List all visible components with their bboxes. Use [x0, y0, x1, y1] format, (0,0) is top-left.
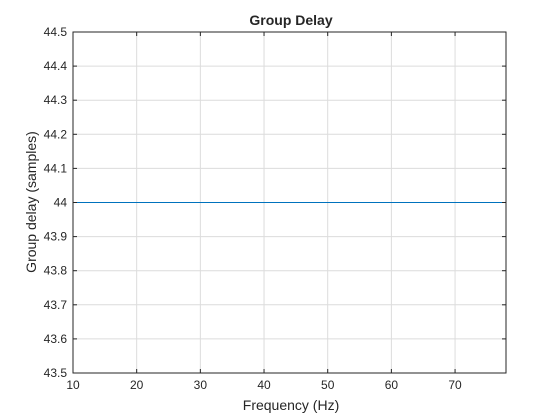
x-tick-label: 10 [66, 378, 80, 392]
y-tick-label: 43.8 [44, 264, 68, 278]
x-tick-label: 30 [194, 378, 208, 392]
x-tick-label: 60 [385, 378, 399, 392]
y-tick-label: 43.9 [44, 230, 68, 244]
x-axis-ticks: 10 20 30 40 50 60 70 [66, 32, 462, 392]
y-tick-label: 44.2 [44, 127, 68, 141]
y-tick-label: 44 [54, 196, 68, 210]
y-tick-label: 43.6 [44, 332, 68, 346]
y-tick-label: 43.7 [44, 298, 68, 312]
x-tick-label: 70 [448, 378, 462, 392]
y-axis-ticks: 43.5 43.6 43.7 43.8 43.9 44 44.1 44.2 44.3 44.4 44… [44, 25, 506, 380]
x-tick-label: 20 [130, 378, 144, 392]
y-tick-label: 44.3 [44, 93, 68, 107]
y-tick-label: 44.1 [44, 161, 68, 175]
x-tick-label: 50 [321, 378, 335, 392]
x-axis-label: Frequency (Hz) [243, 397, 339, 413]
y-tick-label: 43.5 [44, 366, 68, 380]
chart-title: Group Delay [249, 12, 332, 28]
y-axis-label: Group delay (samples) [23, 131, 39, 273]
x-tick-label: 40 [257, 378, 271, 392]
y-tick-label: 44.4 [44, 59, 68, 73]
y-tick-label: 44.5 [44, 25, 68, 39]
